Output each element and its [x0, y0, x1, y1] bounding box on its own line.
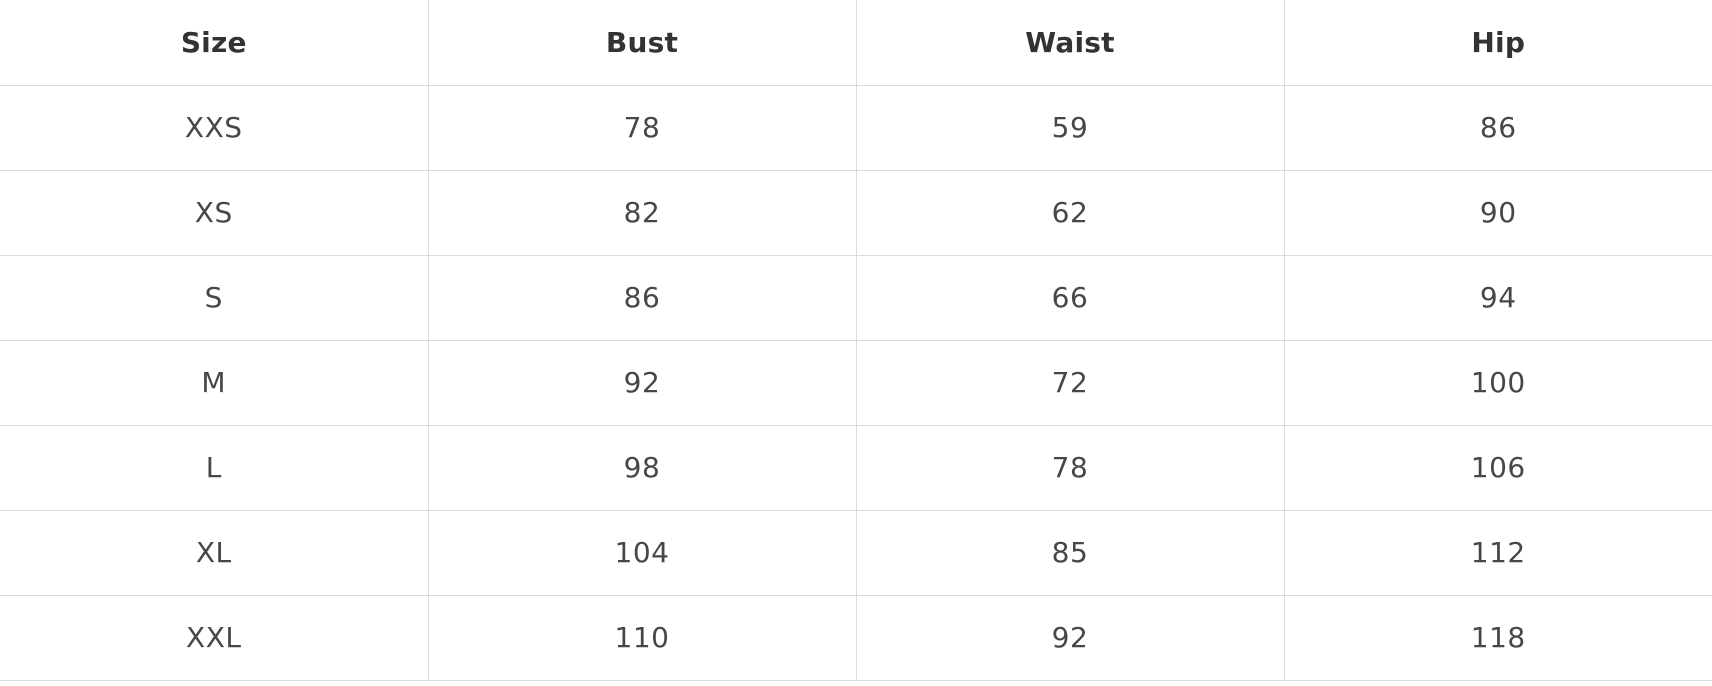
hip-cell: 94 [1284, 255, 1712, 341]
hip-cell: 112 [1284, 510, 1712, 596]
hip-cell: 100 [1284, 340, 1712, 426]
bust-cell: 78 [428, 85, 857, 171]
header-hip: Hip [1284, 0, 1712, 86]
table-row: L 98 78 106 [0, 425, 1712, 511]
size-chart-header: Size Bust Waist Hip [0, 0, 1712, 86]
bust-cell: 92 [428, 340, 857, 426]
bust-cell: 104 [428, 510, 857, 596]
size-cell: L [0, 425, 429, 511]
hip-cell: 106 [1284, 425, 1712, 511]
table-row: XXS 78 59 86 [0, 85, 1712, 171]
waist-cell: 62 [856, 170, 1285, 256]
size-cell: XL [0, 510, 429, 596]
waist-cell: 85 [856, 510, 1285, 596]
size-chart-body: XXS 78 59 86 XS 82 62 90 S 86 66 94 M 92… [0, 85, 1712, 681]
header-size: Size [0, 0, 429, 86]
header-row: Size Bust Waist Hip [0, 0, 1712, 86]
header-waist: Waist [856, 0, 1285, 86]
size-cell: XXL [0, 595, 429, 681]
bust-cell: 82 [428, 170, 857, 256]
hip-cell: 90 [1284, 170, 1712, 256]
size-cell: S [0, 255, 429, 341]
hip-cell: 118 [1284, 595, 1712, 681]
bust-cell: 110 [428, 595, 857, 681]
size-cell: XS [0, 170, 429, 256]
waist-cell: 66 [856, 255, 1285, 341]
table-row: XS 82 62 90 [0, 170, 1712, 256]
table-row: S 86 66 94 [0, 255, 1712, 341]
table-row: XL 104 85 112 [0, 510, 1712, 596]
table-row: M 92 72 100 [0, 340, 1712, 426]
header-bust: Bust [428, 0, 857, 86]
table-row: XXL 110 92 118 [0, 595, 1712, 681]
bust-cell: 86 [428, 255, 857, 341]
size-cell: M [0, 340, 429, 426]
bust-cell: 98 [428, 425, 857, 511]
waist-cell: 59 [856, 85, 1285, 171]
waist-cell: 92 [856, 595, 1285, 681]
waist-cell: 72 [856, 340, 1285, 426]
size-cell: XXS [0, 85, 429, 171]
waist-cell: 78 [856, 425, 1285, 511]
hip-cell: 86 [1284, 85, 1712, 171]
